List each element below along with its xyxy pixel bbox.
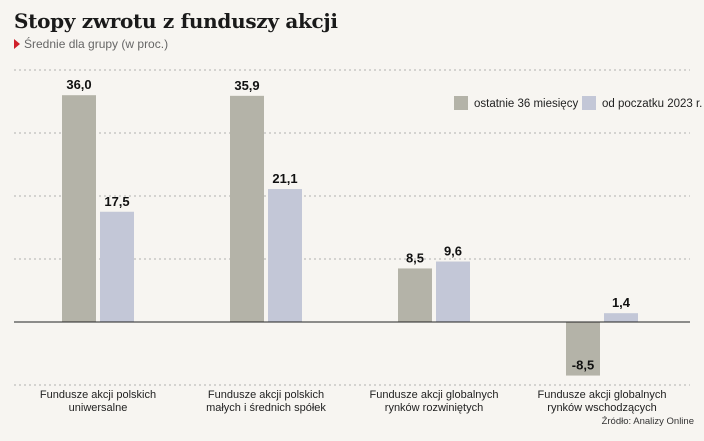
category-label: uniwersalne	[69, 402, 128, 414]
bar	[566, 322, 600, 376]
category-label: Fundusze akcji globalnych	[537, 389, 666, 401]
category-label: małych i średnich spółek	[206, 402, 326, 414]
source-note: Źródło: Analizy Online	[601, 416, 694, 427]
chart-title: Stopy zwrotu z funduszy akcji	[14, 9, 338, 33]
legend-swatch	[454, 96, 468, 110]
subtitle-text: Średnie dla grupy (w proc.)	[24, 37, 169, 51]
bar	[398, 268, 432, 322]
legend-label: od poczatku 2023 r.	[602, 98, 702, 110]
bar	[268, 189, 302, 322]
legend-label: ostatnie 36 miesięcy	[474, 98, 578, 110]
data-label: 1,4	[612, 295, 631, 310]
data-label: 17,5	[104, 194, 129, 209]
data-label: 21,1	[272, 171, 297, 186]
chart-subtitle: Średnie dla grupy (w proc.)	[14, 37, 168, 51]
category-label: Fundusze akcji polskich	[40, 389, 156, 401]
triangle-marker-icon	[14, 39, 20, 49]
data-label: 36,0	[66, 77, 91, 92]
data-label: 9,6	[444, 244, 462, 259]
data-label: 35,9	[234, 78, 259, 93]
data-label: 8,5	[406, 250, 424, 265]
legend-swatch	[582, 96, 596, 110]
category-label: Fundusze akcji polskich	[208, 389, 324, 401]
bar	[100, 211, 134, 322]
bar	[62, 95, 96, 322]
category-label: rynków rozwiniętych	[385, 402, 483, 414]
bar	[230, 95, 264, 322]
bar	[436, 261, 470, 322]
bar	[604, 313, 638, 322]
category-label: rynków wschodzących	[547, 402, 656, 414]
data-label: -8,5	[572, 358, 594, 373]
category-label: Fundusze akcji globalnych	[369, 389, 498, 401]
